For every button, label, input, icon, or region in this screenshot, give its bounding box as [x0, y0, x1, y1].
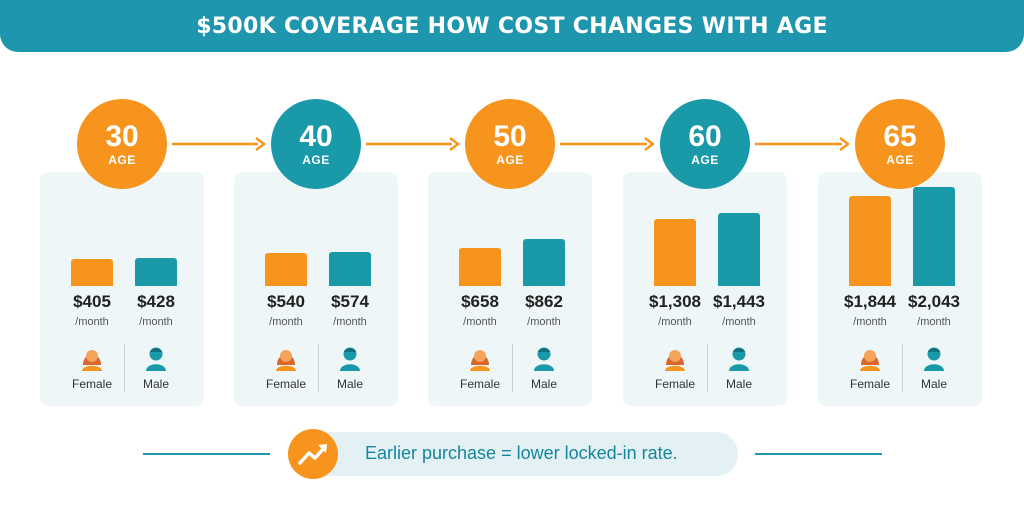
- male-person: Male: [894, 345, 974, 391]
- card-divider: [707, 344, 708, 392]
- per-month-label: /month: [139, 316, 173, 328]
- divider-right: [755, 453, 882, 455]
- per-month-label: /month: [853, 316, 887, 328]
- price-label-female-65: $1,844: [844, 292, 896, 311]
- tagline-text: Earlier purchase = lower locked-in rate.: [365, 443, 678, 463]
- tagline-pill: [300, 432, 738, 476]
- age-card-40: [234, 172, 398, 406]
- female-label: Female: [71, 377, 112, 391]
- age-card-50: [428, 172, 592, 406]
- female-person: Female: [52, 345, 132, 391]
- price-label-female-50: $658: [461, 292, 499, 311]
- price-label-male-60: $1,443: [713, 292, 765, 311]
- male-label: Male: [336, 377, 363, 391]
- bar-male-40: [329, 251, 371, 286]
- male-person: Male: [116, 345, 196, 391]
- female-label: Female: [849, 377, 890, 391]
- per-month-label: /month: [527, 316, 561, 328]
- bar-male-50: [523, 238, 565, 286]
- female-person: Female: [635, 345, 715, 391]
- male-person-icon: [337, 345, 363, 371]
- age-circle-60: 60 AGE: [660, 99, 750, 189]
- card-divider: [124, 344, 125, 392]
- female-person: Female: [830, 345, 910, 391]
- female-label: Female: [265, 377, 306, 391]
- price-label-male-40: $574: [331, 292, 369, 311]
- male-person: Male: [699, 345, 779, 391]
- age-word: AGE: [691, 153, 719, 167]
- card-divider: [512, 344, 513, 392]
- bar-male-60: [718, 213, 760, 286]
- male-person: Male: [504, 345, 584, 391]
- bar-male-65: [913, 187, 955, 286]
- age-number: 65: [883, 120, 917, 153]
- female-person-icon: [273, 345, 299, 371]
- bar-female-65: [849, 195, 891, 286]
- price-label-male-65: $2,043: [908, 292, 960, 311]
- arrow-right-icon: [172, 137, 266, 156]
- per-month-label: /month: [658, 316, 692, 328]
- trend-up-icon: [288, 429, 338, 479]
- male-person-icon: [531, 345, 557, 371]
- price-label-female-60: $1,308: [649, 292, 701, 311]
- arrow-right-icon: [560, 137, 655, 156]
- card-divider: [902, 344, 903, 392]
- age-word: AGE: [886, 153, 914, 167]
- male-person-icon: [143, 345, 169, 371]
- bar-female-50: [459, 247, 501, 286]
- female-person-icon: [662, 345, 688, 371]
- male-label: Male: [142, 377, 169, 391]
- arrow-right-icon: [755, 137, 850, 156]
- male-label: Male: [725, 377, 752, 391]
- per-month-label: /month: [722, 316, 756, 328]
- page-title: $500K COVERAGE HOW COST CHANGES WITH AGE: [196, 13, 828, 39]
- female-person: Female: [440, 345, 520, 391]
- bar-female-60: [654, 219, 696, 286]
- divider-left: [143, 453, 270, 455]
- age-circle-50: 50 AGE: [465, 99, 555, 189]
- title-bar: $500K COVERAGE HOW COST CHANGES WITH AGE: [0, 0, 1024, 52]
- per-month-label: /month: [463, 316, 497, 328]
- per-month-label: /month: [333, 316, 367, 328]
- male-label: Male: [920, 377, 947, 391]
- male-label: Male: [530, 377, 557, 391]
- male-person-icon: [726, 345, 752, 371]
- female-person-icon: [79, 345, 105, 371]
- price-label-male-50: $862: [525, 292, 563, 311]
- bar-male-30: [135, 257, 177, 286]
- female-person: Female: [246, 345, 326, 391]
- female-label: Female: [459, 377, 500, 391]
- arrow-right-icon: [366, 137, 460, 156]
- age-number: 60: [688, 120, 722, 153]
- age-word: AGE: [108, 153, 136, 167]
- price-label-male-30: $428: [137, 292, 175, 311]
- bar-female-40: [265, 253, 307, 286]
- male-person: Male: [310, 345, 390, 391]
- age-circle-65: 65 AGE: [855, 99, 945, 189]
- male-person-icon: [921, 345, 947, 371]
- age-number: 40: [299, 120, 333, 153]
- per-month-label: /month: [75, 316, 109, 328]
- price-label-female-30: $405: [73, 292, 111, 311]
- age-word: AGE: [302, 153, 330, 167]
- female-label: Female: [654, 377, 695, 391]
- age-circle-40: 40 AGE: [271, 99, 361, 189]
- age-circle-30: 30 AGE: [77, 99, 167, 189]
- per-month-label: /month: [269, 316, 303, 328]
- age-number: 30: [105, 120, 139, 153]
- card-divider: [318, 344, 319, 392]
- female-person-icon: [857, 345, 883, 371]
- age-word: AGE: [496, 153, 524, 167]
- age-card-30: [40, 172, 204, 406]
- age-number: 50: [493, 120, 527, 153]
- age-card-60: [623, 172, 787, 406]
- price-label-female-40: $540: [267, 292, 305, 311]
- female-person-icon: [467, 345, 493, 371]
- bar-female-30: [71, 259, 113, 286]
- per-month-label: /month: [917, 316, 951, 328]
